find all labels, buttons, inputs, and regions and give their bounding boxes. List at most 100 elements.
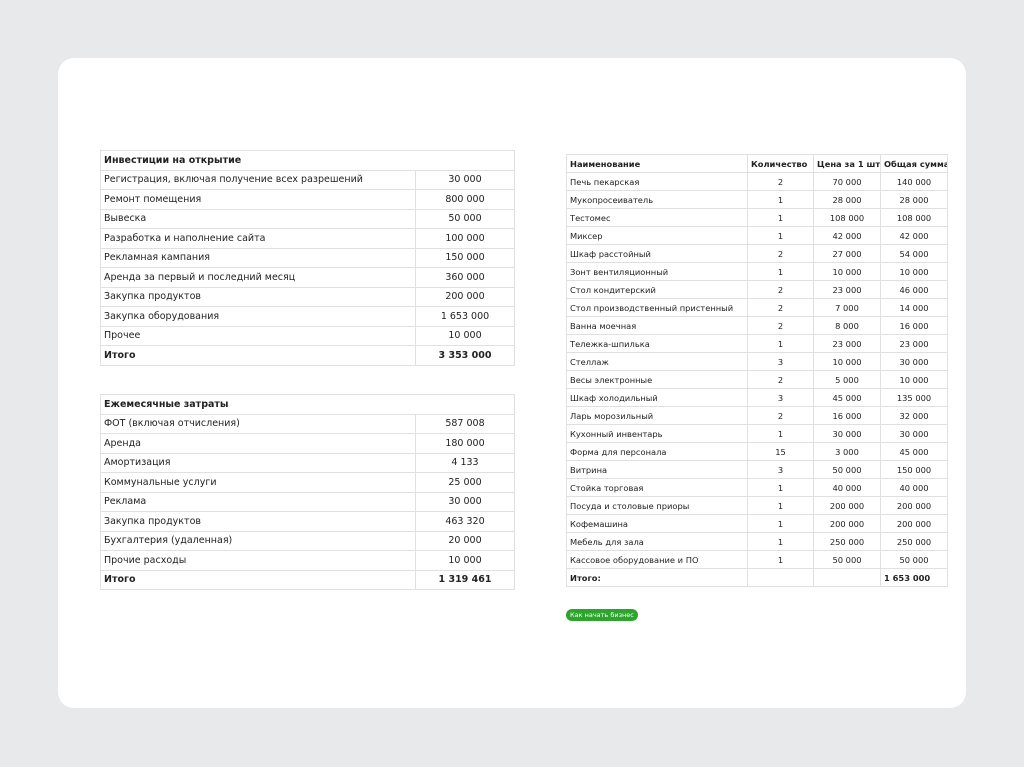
cell: Амортизация: [100, 452, 416, 473]
cell: Ежемесячные затраты: [100, 394, 515, 415]
cell: 10 000: [880, 370, 948, 389]
investments-table: Инвестиции на открытие Регистрация, включ…: [100, 150, 515, 366]
cell: 50 000: [880, 550, 948, 569]
header-row: Наименование Количество Цена за 1 шт. Общая…: [566, 154, 948, 173]
row: Стол кондитерский 2 23 000 46 000: [566, 280, 948, 299]
cell: Тестомес: [566, 208, 748, 227]
row: Посуда и столовые приоры 1 200 000 200 000: [566, 496, 948, 515]
cell: Шкаф расстойный: [566, 244, 748, 263]
row: Весы электронные 2 5 000 10 000: [566, 370, 948, 389]
row: Разработка и наполнение сайта 100 000: [100, 228, 515, 249]
cell: 100 000: [415, 228, 515, 249]
equipment-table: Наименование Количество Цена за 1 шт. Общая…: [566, 154, 948, 587]
cell: 50 000: [813, 460, 881, 479]
cell: 25 000: [415, 472, 515, 493]
row: Кофемашина 1 200 000 200 000: [566, 514, 948, 533]
cell: Мебель для зала: [566, 532, 748, 551]
cell: 3: [747, 460, 814, 479]
row: Форма для персонала 15 3 000 45 000: [566, 442, 948, 461]
cell: 360 000: [415, 267, 515, 288]
row: Зонт вентиляционный 1 10 000 10 000: [566, 262, 948, 281]
cell: 5 000: [813, 370, 881, 389]
cell: 1 653 000: [880, 568, 948, 587]
row: Прочее 10 000: [100, 325, 515, 346]
cell: 1: [747, 190, 814, 209]
cell: 10 000: [880, 262, 948, 281]
cell: 180 000: [415, 433, 515, 454]
badge[interactable]: Как начать бизнес: [566, 609, 638, 621]
cell: 800 000: [415, 189, 515, 210]
cell: 70 000: [813, 172, 881, 191]
cell: 3 353 000: [415, 345, 515, 366]
cell: Реклама: [100, 491, 416, 512]
cell: 23 000: [813, 334, 881, 353]
cell: Кофемашина: [566, 514, 748, 533]
cell: [747, 568, 814, 587]
row: Тестомес 1 108 000 108 000: [566, 208, 948, 227]
cell: 2: [747, 172, 814, 191]
cell: 28 000: [813, 190, 881, 209]
cell: Миксер: [566, 226, 748, 245]
cell: 16 000: [880, 316, 948, 335]
cell: 10 000: [415, 325, 515, 346]
cell: 1: [747, 478, 814, 497]
row: Реклама 30 000: [100, 491, 515, 512]
cell: Итого:: [566, 568, 748, 587]
row: Кухонный инвентарь 1 30 000 30 000: [566, 424, 948, 443]
cell: 2: [747, 298, 814, 317]
row: Стойка торговая 1 40 000 40 000: [566, 478, 948, 497]
row: Ванна моечная 2 8 000 16 000: [566, 316, 948, 335]
row: Коммунальные услуги 25 000: [100, 472, 515, 493]
row: Миксер 1 42 000 42 000: [566, 226, 948, 245]
cell: 50 000: [415, 208, 515, 229]
cell: 2: [747, 244, 814, 263]
cell: 28 000: [880, 190, 948, 209]
cell: Общая сумма: [880, 154, 948, 173]
cell: Ларь морозильный: [566, 406, 748, 425]
cell: Кухонный инвентарь: [566, 424, 748, 443]
row: Шкаф холодильный 3 45 000 135 000: [566, 388, 948, 407]
cell: Аренда за первый и последний месяц: [100, 267, 416, 288]
row: Закупка продуктов 200 000: [100, 286, 515, 307]
cell: 1: [747, 226, 814, 245]
cell: Итого: [100, 569, 416, 590]
cell: 150 000: [415, 247, 515, 268]
row: Кассовое оборудование и ПО 1 50 000 50 000: [566, 550, 948, 569]
cell: 463 320: [415, 511, 515, 532]
cell: 1 653 000: [415, 306, 515, 327]
cell: 54 000: [880, 244, 948, 263]
row: Витрина 3 50 000 150 000: [566, 460, 948, 479]
cell: 1: [747, 550, 814, 569]
monthly-table: Ежемесячные затраты ФОТ (включая отчислен…: [100, 394, 515, 590]
cell: 3: [747, 352, 814, 371]
cell: 40 000: [880, 478, 948, 497]
cell: 27 000: [813, 244, 881, 263]
row: Прочие расходы 10 000: [100, 550, 515, 571]
row: Шкаф расстойный 2 27 000 54 000: [566, 244, 948, 263]
cell: Разработка и наполнение сайта: [100, 228, 416, 249]
cell: [813, 568, 881, 587]
cell: 7 000: [813, 298, 881, 317]
row: Стол производственный пристенный 2 7 000 14…: [566, 298, 948, 317]
cell: 200 000: [880, 496, 948, 515]
cell: 42 000: [880, 226, 948, 245]
cell: 8 000: [813, 316, 881, 335]
cell: Прочие расходы: [100, 550, 416, 571]
cell: Закупка продуктов: [100, 286, 416, 307]
cell: 140 000: [880, 172, 948, 191]
cell: 16 000: [813, 406, 881, 425]
cell: 1: [747, 532, 814, 551]
cell: 14 000: [880, 298, 948, 317]
row: Рекламная кампания 150 000: [100, 247, 515, 268]
cell: 32 000: [880, 406, 948, 425]
row: Печь пекарская 2 70 000 140 000: [566, 172, 948, 191]
row: Вывеска 50 000: [100, 208, 515, 229]
cell: 20 000: [415, 530, 515, 551]
cell: 10 000: [813, 352, 881, 371]
cell: Посуда и столовые приоры: [566, 496, 748, 515]
row: Амортизация 4 133: [100, 452, 515, 473]
cell: 42 000: [813, 226, 881, 245]
cell: Зонт вентиляционный: [566, 262, 748, 281]
row: Ларь морозильный 2 16 000 32 000: [566, 406, 948, 425]
title-row: Инвестиции на открытие: [100, 150, 515, 171]
